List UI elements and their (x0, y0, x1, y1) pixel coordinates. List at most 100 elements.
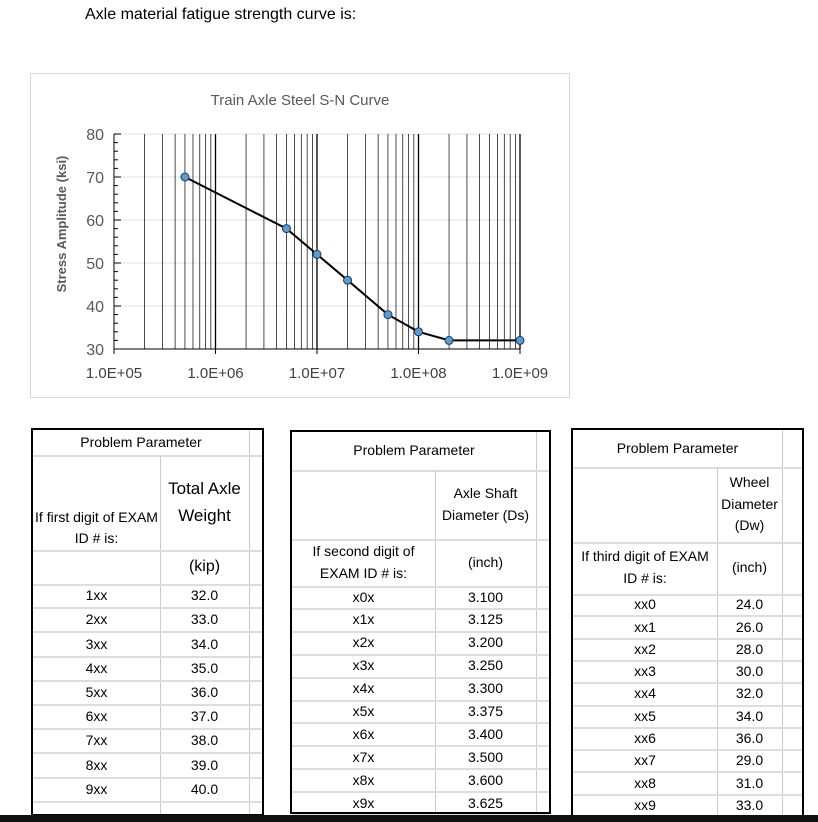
data-point (343, 275, 353, 285)
table-title: Problem Parameter (353, 442, 475, 459)
row-label: x3x (352, 657, 375, 674)
row-divider (292, 586, 549, 588)
y-tick-label: 70 (86, 170, 104, 187)
row-label: 1xx (85, 587, 108, 604)
row-label: xx8 (634, 774, 656, 791)
column-divider (536, 432, 537, 812)
row-divider (573, 542, 802, 544)
row-value: 37.0 (190, 708, 219, 725)
data-point (383, 310, 393, 320)
row-divider (573, 704, 802, 707)
row-label: xx9 (634, 796, 656, 813)
y-tick-label: 40 (86, 299, 104, 316)
row-value: 32.0 (735, 685, 764, 702)
row-value: 28.0 (735, 640, 764, 657)
row-label: 4xx (85, 659, 108, 676)
row-value: 34.0 (735, 707, 764, 724)
row-divider (573, 594, 802, 596)
x-tick-label: 1.0E+06 (187, 365, 243, 382)
row-value: 24.0 (735, 596, 764, 613)
row-value: 3.200 (467, 634, 504, 651)
row-value: 31.0 (735, 774, 764, 791)
row-value: 38.0 (190, 732, 219, 749)
row-label: x7x (352, 748, 375, 765)
row-label: x8x (352, 771, 375, 788)
row-label-header: If second digit of EXAM ID # is: (312, 542, 415, 581)
row-divider (292, 722, 549, 725)
x-tick-label: 1.0E+08 (390, 365, 446, 382)
y-axis-label: Stress Amplitude (ksi) (54, 156, 69, 293)
row-label: x1x (352, 611, 375, 628)
row-value: 33.0 (190, 611, 219, 628)
column-divider (717, 467, 718, 815)
row-label: xx0 (634, 596, 656, 613)
row-label: xx3 (634, 663, 656, 680)
row-divider (33, 728, 262, 731)
row-divider (33, 455, 262, 457)
row-value: 32.0 (190, 587, 219, 604)
x-tick-label: 1.0E+05 (86, 365, 142, 382)
row-label: 7xx (85, 732, 108, 749)
row-value: 35.0 (190, 659, 219, 676)
row-divider (573, 615, 802, 618)
y-tick-label: 60 (86, 213, 104, 230)
row-label: x2x (352, 634, 375, 651)
chart-title: Train Axle Steel S-N Curve (211, 92, 390, 109)
row-value: 36.0 (735, 730, 764, 747)
data-point (180, 172, 190, 182)
column-divider (782, 430, 783, 815)
row-divider (33, 752, 262, 755)
row-divider (573, 637, 802, 640)
row-divider (33, 655, 262, 658)
x-tick-label: 1.0E+09 (492, 365, 548, 382)
row-value: 3.250 (467, 657, 504, 674)
row-divider (573, 726, 802, 729)
row-divider (33, 607, 262, 610)
row-value: 40.0 (190, 780, 219, 797)
column-divider (249, 430, 250, 814)
row-value: 3.300 (467, 680, 504, 697)
row-label-header: If third digit of EXAM ID # is: (581, 548, 709, 586)
row-value: 29.0 (735, 752, 764, 769)
row-value: 3.500 (467, 748, 504, 765)
row-divider (292, 791, 549, 794)
row-value: 34.0 (190, 635, 219, 652)
table-title: Problem Parameter (616, 439, 739, 456)
row-value: 30.0 (735, 663, 764, 680)
row-label: x5x (352, 703, 375, 720)
row-value: 3.125 (467, 611, 504, 628)
row-divider (292, 676, 549, 679)
row-label: 2xx (85, 611, 108, 628)
row-label: xx5 (634, 707, 656, 724)
value-header: Axle Shaft Diameter (Ds) (441, 484, 530, 523)
data-point (414, 327, 423, 337)
row-divider (573, 749, 802, 752)
row-divider (33, 679, 262, 682)
row-divider (292, 699, 549, 702)
row-value: 36.0 (190, 684, 219, 701)
row-divider (573, 467, 802, 469)
row-divider (292, 607, 549, 610)
row-label: xx7 (634, 752, 656, 769)
sn-curve-chart: Train Axle Steel S-N Curve Stress Amplit… (30, 73, 570, 398)
row-label: 8xx (85, 756, 108, 773)
row-label: x4x (352, 680, 375, 697)
row-value: 33.0 (735, 796, 764, 813)
table-total-axle-weight: Problem Parameter If first digit of EXAM … (31, 428, 264, 816)
row-label: xx1 (634, 618, 656, 635)
row-divider (33, 584, 262, 586)
x-tick-label: 1.0E+07 (289, 365, 345, 382)
unit-label: (inch) (467, 553, 503, 570)
row-value: 3.100 (467, 588, 504, 605)
row-label: x9x (352, 794, 375, 811)
row-divider (33, 631, 262, 634)
row-label: 9xx (85, 780, 108, 797)
row-divider (573, 682, 802, 685)
row-value: 39.0 (190, 756, 219, 773)
row-value: 3.375 (467, 703, 504, 720)
data-point (515, 335, 525, 345)
data-point (281, 224, 291, 234)
intro-text: Axle material fatigue strength curve is: (85, 6, 357, 23)
y-tick-label: 30 (86, 342, 104, 359)
row-value: 3.400 (467, 725, 504, 742)
